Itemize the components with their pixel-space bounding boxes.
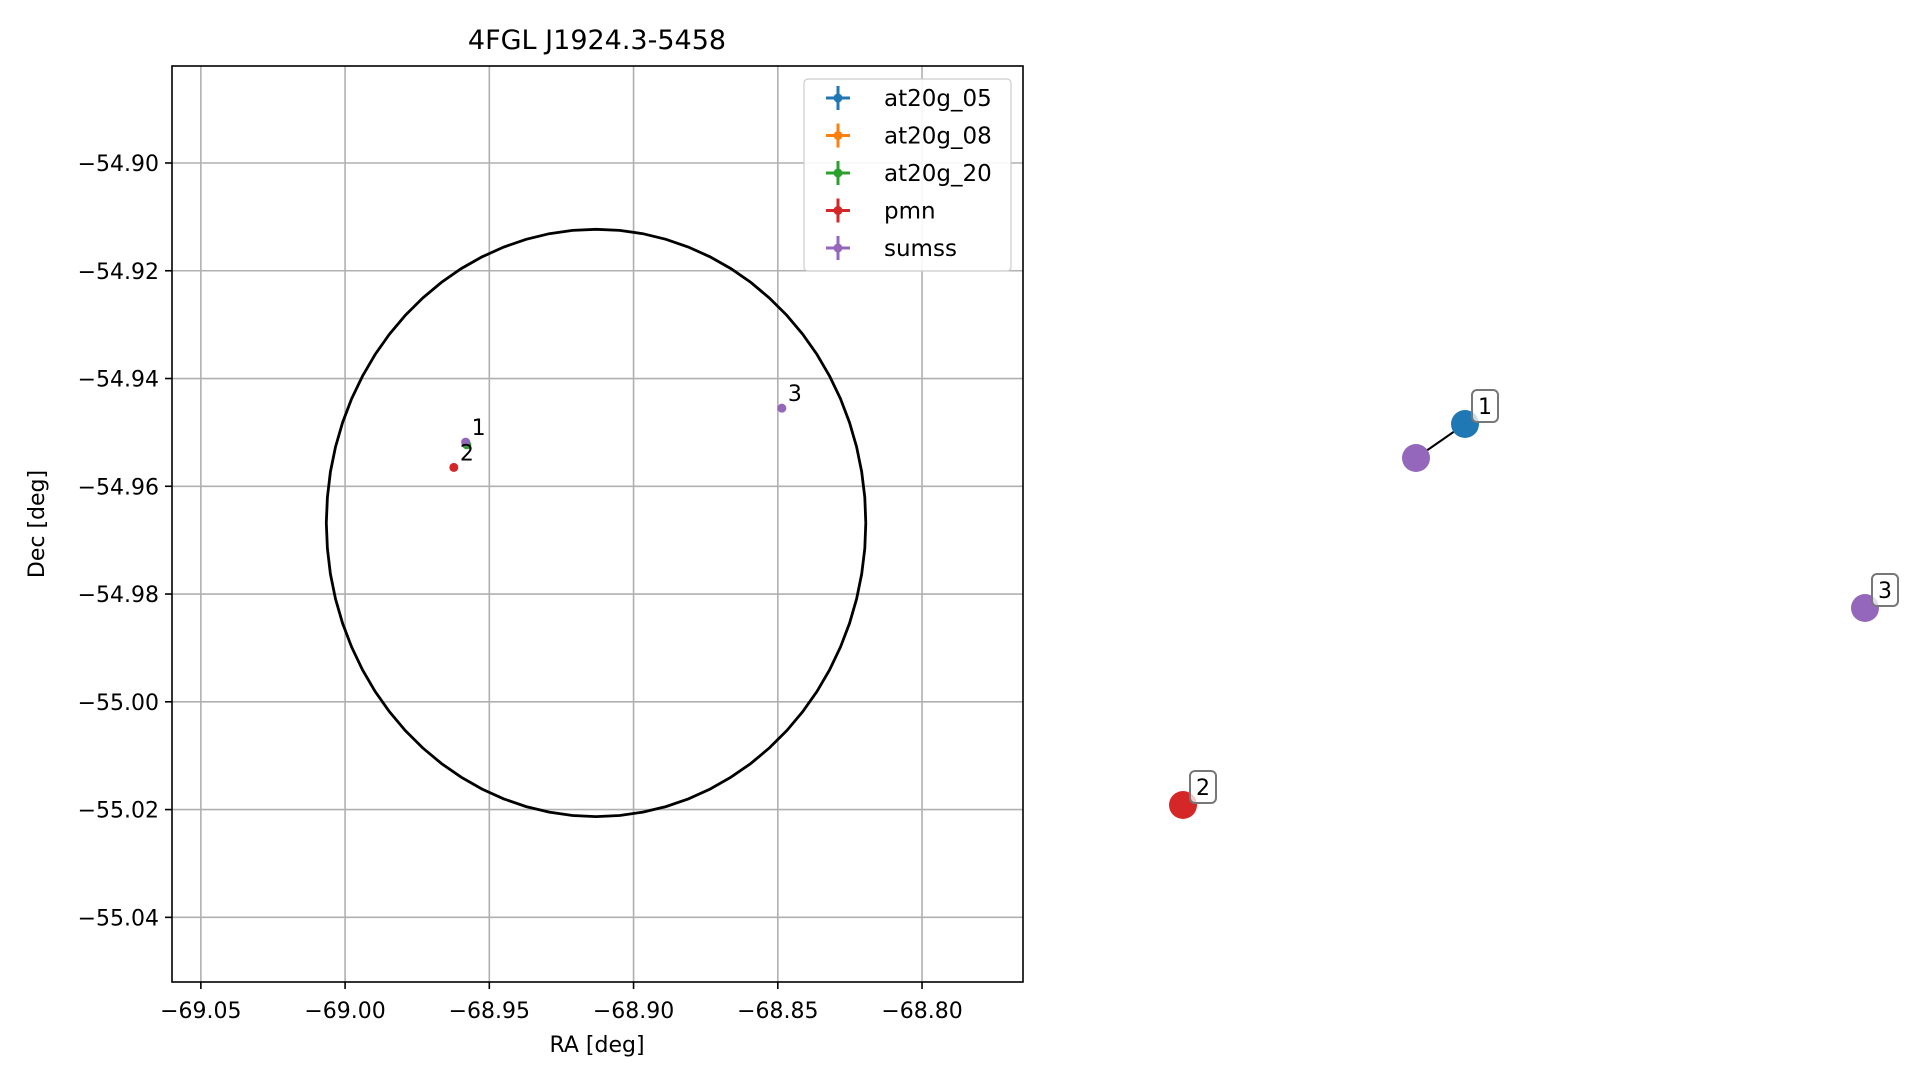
x-tick-label: −69.00 <box>304 999 385 1024</box>
legend-marker-dot <box>833 168 843 178</box>
legend-label: at20g_20 <box>884 161 992 187</box>
points-layer <box>449 403 787 472</box>
y-tick-label: −54.98 <box>78 583 159 608</box>
y-axis-label: Dec [deg] <box>25 470 50 578</box>
localization-ellipse <box>324 227 868 819</box>
plot-frame <box>171 65 1024 983</box>
y-tick-label: −55.02 <box>78 799 159 824</box>
x-tick-label: −68.95 <box>449 999 530 1024</box>
x-tick-label: −69.05 <box>160 999 241 1024</box>
data-point-pmn <box>449 462 459 472</box>
legend-box <box>803 78 1012 272</box>
graph-node-label-box <box>1871 573 1899 607</box>
data-point-sumss <box>777 403 787 413</box>
graph-nodes: 1 2 3 <box>1169 389 1899 819</box>
ellipse-layer <box>324 227 868 819</box>
y-tick-label: −55.00 <box>78 691 159 716</box>
y-tick-label: −54.92 <box>78 260 159 285</box>
legend-marker-dot <box>833 93 843 103</box>
point-label-2: 2 <box>460 441 474 466</box>
y-tick-label: −54.90 <box>78 152 159 177</box>
x-axis-label: RA [deg] <box>549 1033 644 1058</box>
legend-marker-dot <box>833 131 843 140</box>
y-tick-label: −55.04 <box>78 906 159 931</box>
chart-title: 4FGL J1924.3-5458 <box>468 25 726 56</box>
y-axis: −54.90 −54.92 −54.94 −54.96 −54.98 −55.00 −55.… <box>78 152 172 931</box>
legend-label: sumss <box>884 236 957 262</box>
graph-node-sumss_node <box>1402 444 1430 472</box>
plot-area: 12 3 <box>171 65 1024 983</box>
graph-node-label: 3 <box>1878 579 1892 604</box>
x-tick-label: −68.90 <box>593 999 674 1024</box>
y-tick-label: −54.96 <box>78 475 159 500</box>
legend-label: at20g_08 <box>884 124 992 150</box>
x-tick-label: −68.85 <box>737 999 818 1024</box>
point-label-3: 3 <box>788 382 802 407</box>
legend-marker-dot <box>833 243 843 253</box>
y-tick-label: −54.94 <box>78 368 159 393</box>
point-label-1: 1 <box>472 416 486 441</box>
labels-layer: 12 3 <box>460 382 802 466</box>
graph-node-label: 1 <box>1478 395 1492 420</box>
legend-marker-dot <box>833 206 843 215</box>
graph-node-label: 2 <box>1196 776 1210 801</box>
graph-node-label-box <box>1189 770 1217 804</box>
x-axis: −69.05 −69.00 −68.95 −68.90 −68.85 −68.80 <box>160 982 963 1024</box>
graph-node-label-box <box>1471 389 1499 423</box>
data-point-sumss <box>461 437 471 447</box>
legend-label: at20g_05 <box>884 86 992 112</box>
graph-panel: 1 2 3 <box>1169 389 1899 819</box>
x-tick-label: −68.80 <box>881 999 962 1024</box>
legend-label: pmn <box>884 199 936 225</box>
grid-layer <box>172 66 1023 982</box>
